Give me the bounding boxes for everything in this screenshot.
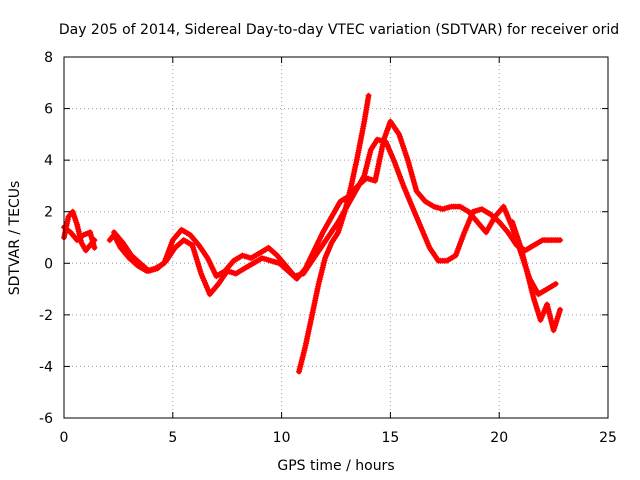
y-tick-label: 6 — [44, 102, 53, 118]
y-axis-label: SDTVAR / TECUs — [7, 181, 23, 296]
x-tick-label: 20 — [490, 430, 508, 446]
series-markers — [509, 219, 564, 334]
y-tick-label: -4 — [39, 359, 53, 375]
plot-frame — [63, 56, 609, 419]
x-tick-label: 0 — [60, 430, 69, 446]
series-markers — [296, 92, 372, 375]
y-tick-label: 0 — [44, 256, 53, 272]
y-tick-label: -2 — [39, 308, 53, 324]
x-tick-label: 15 — [381, 430, 399, 446]
y-tick-label: -6 — [39, 411, 53, 427]
x-axis-label: GPS time / hours — [277, 458, 394, 474]
x-tick-label: 10 — [273, 430, 291, 446]
x-tick-label: 25 — [599, 430, 617, 446]
series-trace-f — [509, 219, 564, 334]
series-trace-c — [106, 136, 564, 280]
axis-ticks: 0 5 10 15 20 25 -6 -4 -2 0 2 4 6 8 — [39, 50, 617, 446]
y-tick-label: 4 — [44, 153, 53, 169]
y-tick-label: 2 — [44, 205, 53, 221]
series-trace-e — [296, 92, 372, 375]
series-trace-b — [61, 224, 98, 251]
x-tick-label: 5 — [168, 430, 177, 446]
data-series — [61, 92, 564, 375]
chart-title: Day 205 of 2014, Sidereal Day-to-day VTE… — [59, 22, 619, 38]
y-tick-label: 8 — [44, 50, 53, 66]
